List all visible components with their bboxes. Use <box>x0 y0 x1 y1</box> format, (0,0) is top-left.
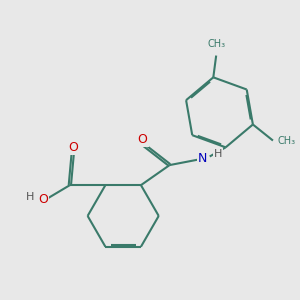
Text: O: O <box>68 141 78 154</box>
Text: CH₃: CH₃ <box>278 136 296 146</box>
Text: H: H <box>214 148 222 159</box>
Text: H: H <box>26 192 34 202</box>
Text: O: O <box>138 133 148 146</box>
Text: N: N <box>198 152 207 165</box>
Text: O: O <box>38 193 48 206</box>
Text: CH₃: CH₃ <box>207 39 225 49</box>
